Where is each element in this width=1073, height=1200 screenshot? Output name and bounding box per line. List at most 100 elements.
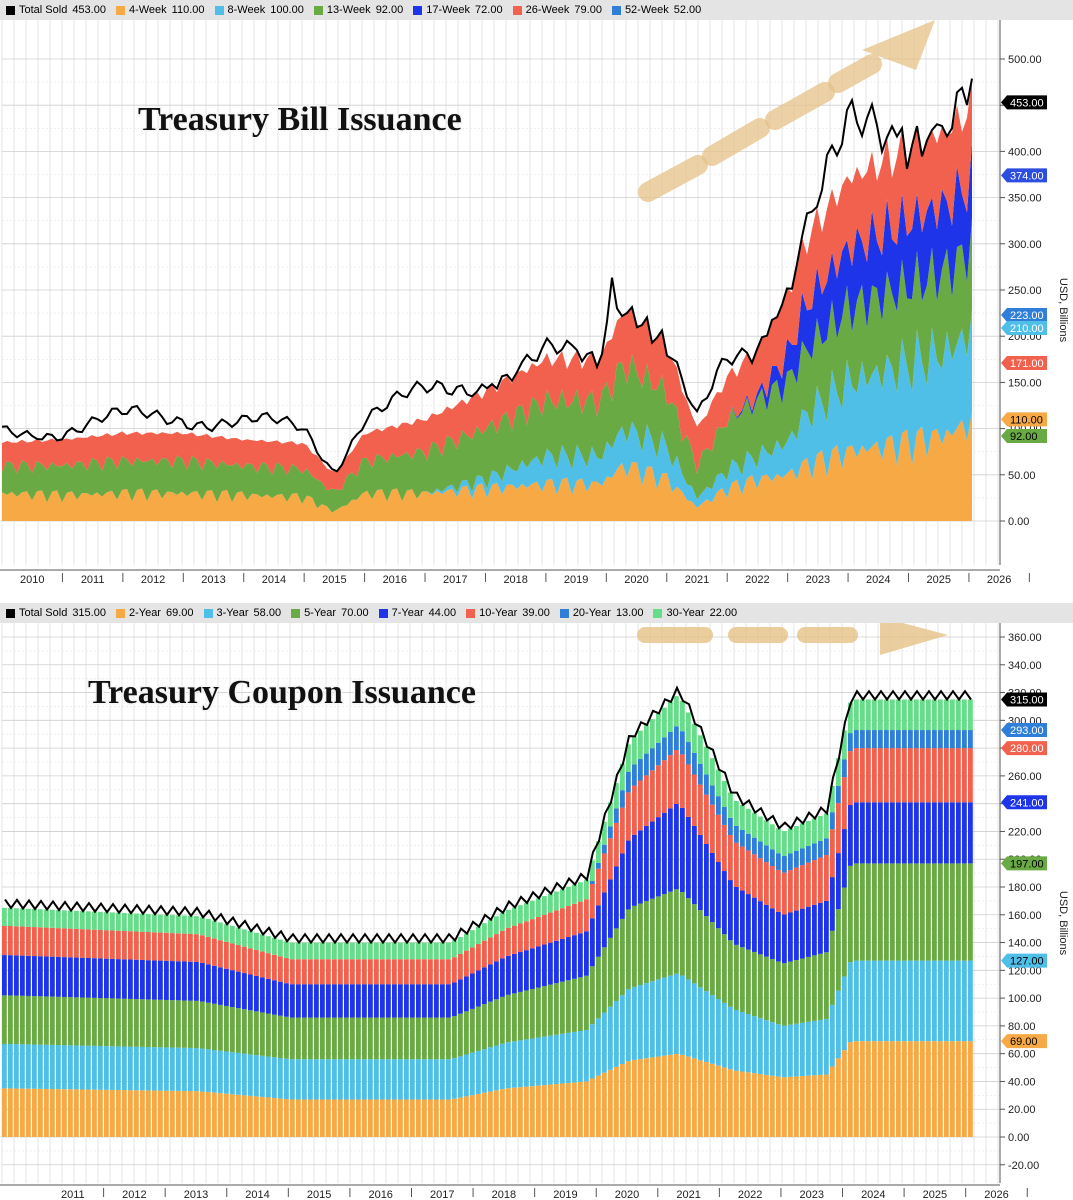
bar-30-year — [320, 942, 325, 960]
bar-10-year — [614, 822, 619, 867]
bar-2-year — [260, 1096, 265, 1137]
bar-30-year — [434, 942, 439, 960]
arrow-segment — [702, 118, 770, 166]
bar-30-year — [314, 942, 319, 960]
bar-3-year — [512, 1041, 517, 1088]
bar-7-year — [500, 958, 505, 997]
bill-trend-arrow — [638, 20, 935, 202]
last-value-tag: 171.00 — [1001, 355, 1047, 370]
bar-2-year — [302, 1099, 307, 1137]
bar-7-year — [692, 825, 697, 905]
coupon-trend-arrow — [637, 623, 948, 655]
bar-5-year — [122, 998, 127, 1047]
bar-2-year — [776, 1076, 781, 1137]
bar-10-year — [902, 748, 907, 803]
bar-10-year — [638, 780, 643, 831]
bar-2-year — [362, 1099, 367, 1137]
bar-7-year — [164, 960, 169, 1000]
legend-label: 4-Week — [128, 4, 167, 16]
bar-5-year — [584, 975, 589, 1030]
x-tick-label: 2010 — [20, 574, 44, 586]
bar-3-year — [224, 1051, 229, 1094]
bar-20-year — [686, 742, 691, 765]
bar-5-year — [344, 1017, 349, 1060]
bar-3-year — [182, 1047, 187, 1091]
bar-3-year — [422, 1059, 427, 1100]
bar-2-year — [524, 1086, 529, 1137]
x-tick-label: 2026 — [984, 1189, 1008, 1200]
bar-10-year — [530, 919, 535, 949]
last-value-tag: 197.00 — [1001, 856, 1047, 871]
bar-30-year — [188, 915, 193, 934]
bar-5-year — [842, 887, 847, 977]
bar-30-year — [920, 699, 925, 731]
bar-3-year — [914, 960, 919, 1042]
bar-2-year — [44, 1088, 49, 1137]
bar-2-year — [920, 1041, 925, 1137]
bar-3-year — [194, 1048, 199, 1092]
bar-3-year — [314, 1059, 319, 1100]
bar-7-year — [698, 834, 703, 911]
bar-3-year — [254, 1055, 259, 1097]
x-tick-label: 2023 — [806, 574, 830, 586]
legend-item: Total Sold 453.00 — [6, 4, 106, 16]
bar-7-year — [764, 904, 769, 957]
bar-10-year — [812, 860, 817, 905]
x-tick-label: 2011 — [61, 1189, 85, 1200]
bar-2-year — [680, 1054, 685, 1137]
bar-20-year — [740, 829, 745, 847]
bar-7-year — [506, 955, 511, 995]
bar-10-year — [608, 838, 613, 880]
bar-30-year — [572, 884, 577, 904]
bar-10-year — [104, 930, 109, 959]
bar-30-year — [800, 823, 805, 849]
bar-2-year — [452, 1098, 457, 1137]
bar-5-year — [392, 1017, 397, 1060]
bar-3-year — [866, 960, 871, 1042]
bar-2-year — [386, 1099, 391, 1137]
bar-10-year — [356, 959, 361, 985]
bar-5-year — [194, 1000, 199, 1049]
y-tick-label: 20.00 — [1008, 1104, 1036, 1116]
bar-3-year — [578, 1030, 583, 1082]
bar-30-year — [506, 909, 511, 928]
bar-10-year — [644, 775, 649, 826]
bar-7-year — [716, 862, 721, 929]
bar-7-year — [422, 984, 427, 1018]
bar-5-year — [692, 904, 697, 984]
bar-10-year — [866, 748, 871, 803]
bar-5-year — [458, 1013, 463, 1057]
bar-2-year — [818, 1074, 823, 1137]
bar-7-year — [956, 802, 961, 864]
bar-2-year — [758, 1074, 763, 1137]
bar-5-year — [860, 863, 865, 961]
legend-value: 13.00 — [615, 607, 644, 619]
bar-2-year — [464, 1096, 469, 1137]
bar-2-year — [200, 1091, 205, 1137]
legend-label: 17-Week — [426, 4, 471, 16]
bar-3-year — [848, 962, 853, 1043]
bar-30-year — [866, 699, 871, 731]
bar-7-year — [824, 900, 829, 953]
bar-7-year — [128, 959, 133, 999]
x-tick-label: 2021 — [676, 1189, 700, 1200]
bar-10-year — [566, 906, 571, 938]
bar-2-year — [878, 1041, 883, 1137]
legend-swatch — [214, 5, 224, 15]
bar-5-year — [926, 863, 931, 961]
bar-10-year — [722, 824, 727, 872]
bar-10-year — [140, 931, 145, 960]
bar-30-year — [200, 917, 205, 936]
bar-30-year — [302, 942, 307, 960]
bar-3-year — [746, 1014, 751, 1073]
bar-3-year — [482, 1049, 487, 1093]
bar-10-year — [26, 926, 31, 956]
bar-2-year — [152, 1090, 157, 1137]
bar-2-year — [554, 1084, 559, 1137]
bar-2-year — [506, 1088, 511, 1137]
bar-3-year — [548, 1035, 553, 1085]
bar-10-year — [932, 748, 937, 803]
bar-3-year — [692, 983, 697, 1059]
bar-10-year — [764, 862, 769, 905]
bar-20-year — [710, 785, 715, 805]
